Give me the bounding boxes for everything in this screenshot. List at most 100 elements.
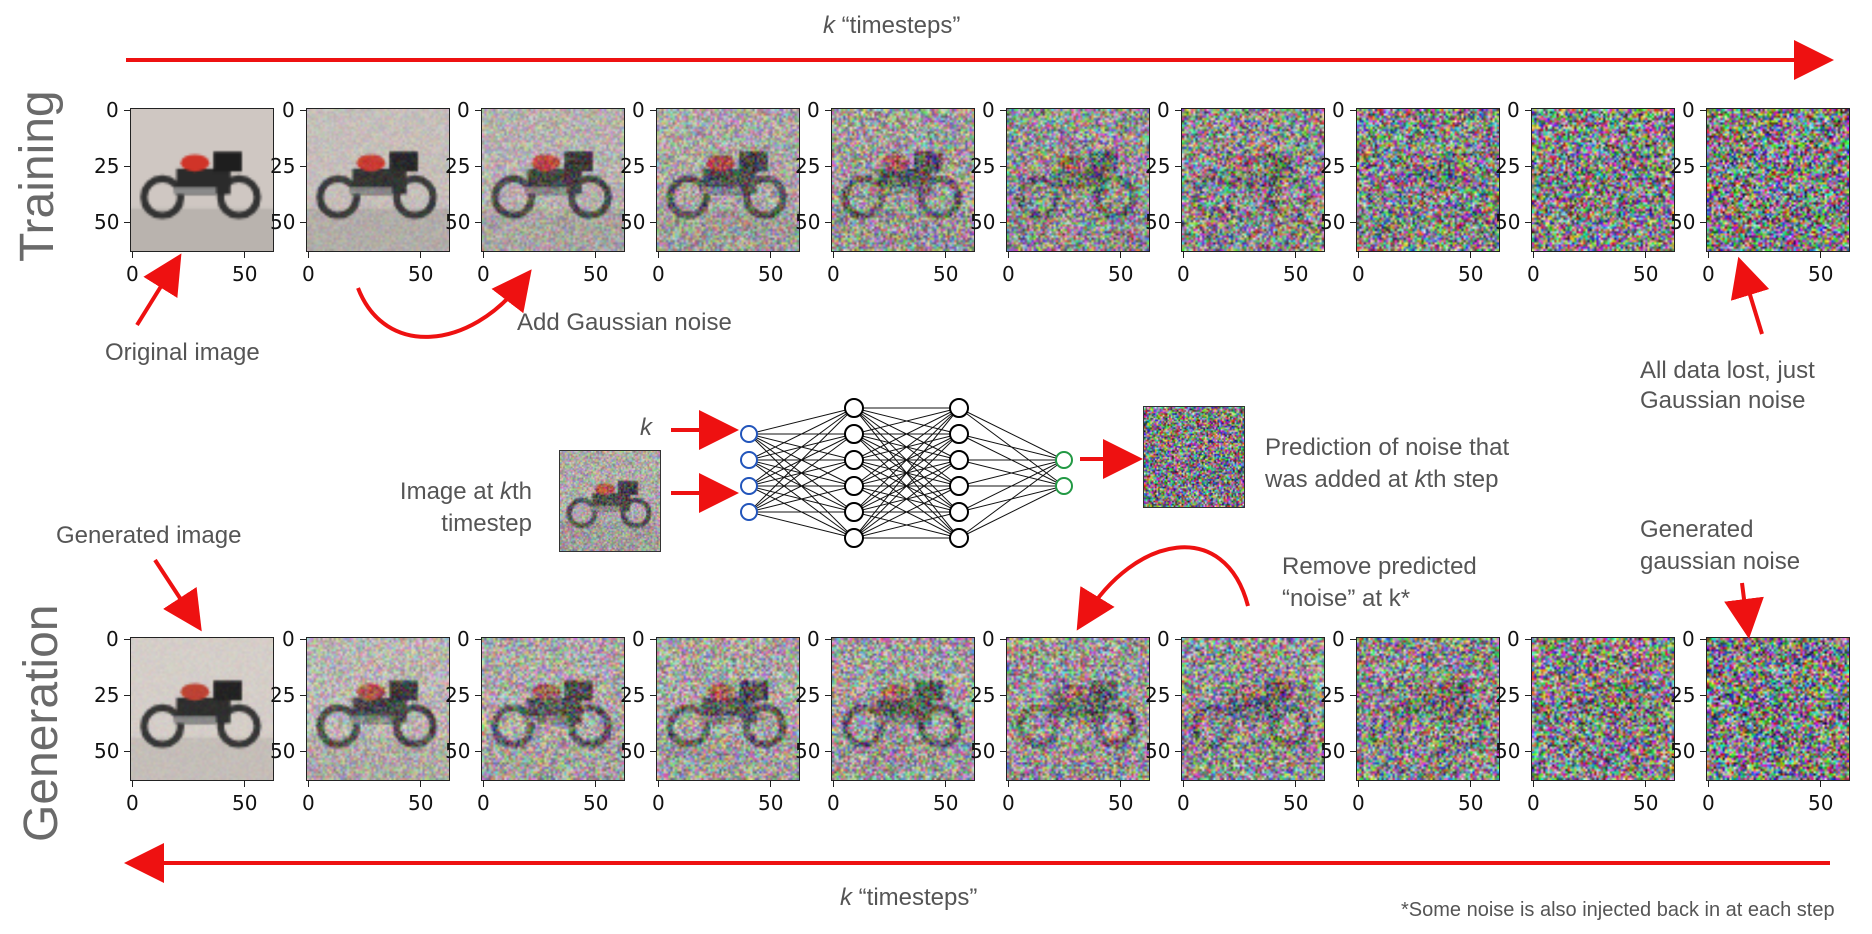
generation-xtick-mark [1708, 781, 1709, 787]
generation-xtick-mark [658, 781, 659, 787]
generation-xtick-label: 0 [1702, 791, 1715, 815]
network-edge [748, 407, 855, 435]
hidden-node [844, 424, 864, 444]
generation-ytick-label: 50 [94, 739, 120, 763]
generation-ytick-mark [1525, 639, 1531, 640]
network-edge [958, 407, 1065, 487]
generation-ytick-mark [124, 751, 130, 752]
generation-ytick-label: 0 [282, 627, 295, 651]
generation-xtick-label: 50 [1283, 791, 1309, 815]
training-xtick-mark [308, 252, 309, 258]
training-ytick-mark [475, 166, 481, 167]
add-noise-label: Add Gaussian noise [517, 309, 732, 336]
generation-xtick-mark [244, 781, 245, 787]
generation-ytick-mark [650, 639, 656, 640]
network-edge [853, 407, 960, 539]
generated-image-arrow [153, 558, 202, 632]
hidden-node [844, 450, 864, 470]
training-xtick-label: 50 [1108, 262, 1134, 286]
training-ytick-mark [1350, 110, 1356, 111]
training-xtick-mark [1708, 252, 1709, 258]
generation-xtick-label: 50 [583, 791, 609, 815]
training-xtick-label: 50 [232, 262, 258, 286]
training-ytick-label: 25 [795, 154, 821, 178]
generated-noise-line1: Generated [1640, 516, 1754, 543]
generation-xtick-label: 0 [1002, 791, 1015, 815]
training-ytick-label: 50 [1145, 210, 1171, 234]
training-ytick-label: 50 [1495, 210, 1521, 234]
training-ytick-label: 50 [445, 210, 471, 234]
network-edge [748, 407, 855, 487]
generation-xtick-label: 50 [232, 791, 258, 815]
training-xtick-label: 0 [1527, 262, 1540, 286]
generation-ytick-label: 50 [620, 739, 646, 763]
generation-xtick-mark [1008, 781, 1009, 787]
network-edge [853, 407, 960, 513]
training-ytick-mark [1700, 110, 1706, 111]
generation-ytick-mark [124, 695, 130, 696]
training-ytick-label: 25 [970, 154, 996, 178]
training-ytick-mark [1350, 222, 1356, 223]
training-ytick-label: 25 [1495, 154, 1521, 178]
network-edge [748, 485, 855, 513]
generation-xtick-label: 0 [302, 791, 315, 815]
network-edge [748, 433, 855, 513]
generation-ytick-mark [1000, 751, 1006, 752]
training-panel-6 [1181, 108, 1325, 252]
hidden-node [844, 398, 864, 418]
generation-ytick-label: 0 [457, 627, 470, 651]
network-edge [958, 459, 1065, 513]
generation-ytick-label: 50 [270, 739, 296, 763]
image-at-kth-label: Image at kth timestep [399, 478, 532, 537]
training-xtick-mark [1820, 252, 1821, 258]
all-lost-arrow [1730, 256, 1770, 335]
generation-xtick-label: 50 [933, 791, 959, 815]
hidden-node [949, 424, 969, 444]
generation-xtick-mark [945, 781, 946, 787]
training-ytick-mark [1700, 222, 1706, 223]
generated-noise-arrow [1724, 582, 1764, 639]
training-ytick-label: 0 [106, 98, 119, 122]
generation-ytick-mark [1000, 695, 1006, 696]
training-ytick-mark [825, 222, 831, 223]
top-timesteps-label: k “timesteps” [823, 12, 961, 39]
network-edge [853, 485, 960, 539]
generation-ytick-label: 0 [1507, 627, 1520, 651]
network-edge [853, 459, 960, 513]
training-xtick-mark [833, 252, 834, 258]
training-ytick-mark [650, 222, 656, 223]
generation-ytick-label: 25 [970, 683, 996, 707]
training-xtick-mark [420, 252, 421, 258]
hidden-node [949, 398, 969, 418]
hidden-node [949, 528, 969, 548]
generation-ytick-mark [825, 695, 831, 696]
network-edge [853, 433, 960, 487]
generation-ytick-label: 25 [620, 683, 646, 707]
hidden-node [949, 502, 969, 522]
generation-ytick-label: 25 [270, 683, 296, 707]
generation-panel-9 [1706, 637, 1850, 781]
network-edge [853, 511, 960, 539]
generation-ytick-mark [1175, 695, 1181, 696]
generation-ytick-mark [1700, 695, 1706, 696]
generation-xtick-label: 50 [1458, 791, 1484, 815]
training-panel-2 [481, 108, 625, 252]
training-ytick-label: 0 [1157, 98, 1170, 122]
generation-ytick-label: 25 [795, 683, 821, 707]
training-ytick-mark [300, 166, 306, 167]
training-xtick-label: 0 [1702, 262, 1715, 286]
generation-ytick-label: 25 [445, 683, 471, 707]
generation-panel-1 [306, 637, 450, 781]
network-edge [958, 485, 1065, 513]
generation-xtick-mark [132, 781, 133, 787]
training-ytick-label: 50 [970, 210, 996, 234]
training-ytick-mark [475, 110, 481, 111]
generation-ytick-label: 0 [982, 627, 995, 651]
add-noise-arrow [356, 269, 532, 339]
generation-ytick-label: 50 [1145, 739, 1171, 763]
hidden-node [844, 476, 864, 496]
training-ytick-label: 0 [457, 98, 470, 122]
training-ytick-mark [124, 110, 130, 111]
network-edge [853, 511, 960, 539]
training-ytick-mark [124, 222, 130, 223]
